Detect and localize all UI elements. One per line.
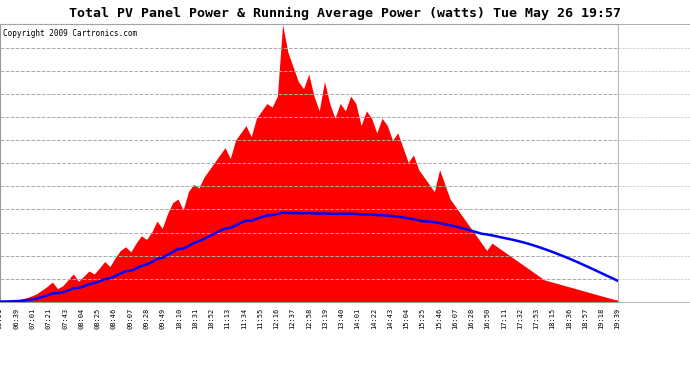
Text: 11:55: 11:55 (257, 308, 263, 329)
Text: 16:50: 16:50 (484, 308, 491, 329)
Text: 14:43: 14:43 (387, 308, 393, 329)
Text: Copyright 2009 Cartronics.com: Copyright 2009 Cartronics.com (3, 28, 137, 38)
Text: 06:39: 06:39 (13, 308, 19, 329)
Text: 18:36: 18:36 (566, 308, 572, 329)
Text: 15:04: 15:04 (403, 308, 409, 329)
Text: 17:11: 17:11 (501, 308, 506, 329)
Text: 14:01: 14:01 (355, 308, 361, 329)
Text: 12:16: 12:16 (273, 308, 279, 329)
Text: 14:22: 14:22 (371, 308, 377, 329)
Text: 18:15: 18:15 (549, 308, 555, 329)
Text: 12:37: 12:37 (290, 308, 295, 329)
Text: 05:51: 05:51 (0, 308, 3, 329)
Text: 19:39: 19:39 (615, 308, 620, 329)
Text: 10:52: 10:52 (208, 308, 215, 329)
Text: 07:01: 07:01 (30, 308, 35, 329)
Text: 13:40: 13:40 (338, 308, 344, 329)
Text: 08:46: 08:46 (111, 308, 117, 329)
Text: 07:43: 07:43 (62, 308, 68, 329)
Text: 16:28: 16:28 (469, 308, 474, 329)
Text: 12:58: 12:58 (306, 308, 312, 329)
Text: Total PV Panel Power & Running Average Power (watts) Tue May 26 19:57: Total PV Panel Power & Running Average P… (69, 7, 621, 20)
Text: 11:13: 11:13 (224, 308, 230, 329)
Text: 15:46: 15:46 (436, 308, 442, 329)
Text: 09:07: 09:07 (127, 308, 133, 329)
Text: 10:10: 10:10 (176, 308, 181, 329)
Text: 17:32: 17:32 (517, 308, 523, 329)
Text: 11:34: 11:34 (241, 308, 247, 329)
Text: 15:25: 15:25 (420, 308, 426, 329)
Text: 07:21: 07:21 (46, 308, 52, 329)
Text: 18:57: 18:57 (582, 308, 588, 329)
Text: 10:31: 10:31 (192, 308, 198, 329)
Text: 09:28: 09:28 (144, 308, 149, 329)
Text: 19:18: 19:18 (598, 308, 604, 329)
Text: 13:19: 13:19 (322, 308, 328, 329)
Text: 16:07: 16:07 (452, 308, 458, 329)
Text: 17:53: 17:53 (533, 308, 540, 329)
Text: 08:25: 08:25 (95, 308, 101, 329)
Text: 08:04: 08:04 (78, 308, 84, 329)
Text: 09:49: 09:49 (159, 308, 166, 329)
